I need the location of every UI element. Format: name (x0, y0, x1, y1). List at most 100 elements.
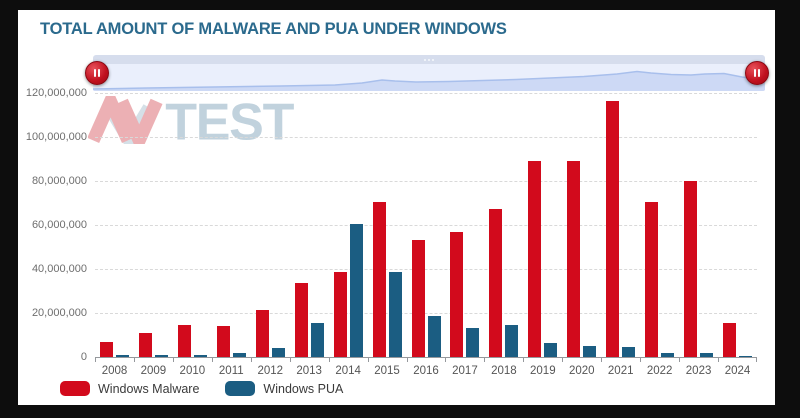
bar-pua-2018[interactable] (505, 325, 518, 357)
bar-pua-2023[interactable] (700, 352, 713, 357)
bar-malware-2013[interactable] (295, 283, 308, 357)
x-tick-label: 2010 (179, 365, 206, 377)
bar-pua-2011[interactable] (233, 353, 246, 357)
bar-pua-2017[interactable] (466, 328, 479, 357)
bar-malware-2016[interactable] (412, 240, 425, 357)
bar-malware-2022[interactable] (645, 201, 658, 357)
bar-malware-2009[interactable] (139, 332, 152, 357)
x-tick-label: 2015 (374, 365, 400, 377)
malware-swatch (60, 381, 90, 396)
bar-malware-2010[interactable] (178, 325, 191, 357)
bar-malware-2019[interactable] (528, 161, 541, 357)
axis-tick (523, 357, 524, 362)
range-handle-left[interactable] (85, 61, 109, 85)
bar-pua-2009[interactable] (155, 354, 168, 357)
x-axis: 2008 2009 2010 2011 2012 2013 2014 2015 2016 2017… (95, 357, 757, 385)
bar-malware-2024[interactable] (723, 322, 736, 357)
axis-tick (134, 357, 135, 362)
bar-pua-2014[interactable] (350, 223, 363, 357)
x-tick-label: 2017 (452, 365, 478, 377)
bar-malware-2020[interactable] (567, 161, 580, 357)
bar-pua-2013[interactable] (311, 322, 324, 357)
x-tick-label: 2013 (296, 365, 322, 377)
axis-tick (251, 357, 252, 362)
x-tick-label: 2011 (218, 365, 244, 377)
navigator-area-chart (93, 64, 765, 91)
y-tick-label: 20,000,000 (31, 306, 87, 319)
gridline (95, 181, 757, 182)
bar-malware-2008[interactable] (100, 341, 113, 357)
x-tick-label: 2014 (335, 365, 361, 377)
bar-malware-2021[interactable] (606, 100, 619, 357)
axis-tick (212, 357, 213, 362)
axis-tick (756, 357, 757, 362)
x-tick-label: 2019 (530, 365, 556, 377)
legend-label-malware: Windows Malware (98, 381, 200, 396)
bar-pua-2024[interactable] (739, 355, 752, 357)
gridline (95, 137, 757, 138)
avtest-watermark-logo: TEST (88, 96, 296, 144)
bar-pua-2020[interactable] (583, 346, 596, 357)
bar-malware-2014[interactable] (334, 272, 347, 357)
bar-malware-2018[interactable] (489, 208, 502, 357)
bar-pua-2021[interactable] (622, 347, 635, 357)
bar-pua-2008[interactable] (116, 354, 129, 357)
navigator-preview-chart (93, 64, 765, 91)
legend-item-pua[interactable]: Windows PUA (225, 381, 343, 396)
axis-tick (368, 357, 369, 362)
x-tick-label: 2009 (140, 365, 167, 377)
y-tick-label: 0 (80, 350, 87, 363)
axis-tick (290, 357, 291, 362)
axis-tick (407, 357, 408, 362)
pause-icon (753, 69, 761, 77)
bar-pua-2019[interactable] (544, 342, 557, 357)
bar-malware-2015[interactable] (373, 201, 386, 357)
bar-malware-2012[interactable] (256, 309, 269, 357)
timeline-range-slider[interactable] (85, 55, 769, 91)
y-tick-label: 40,000,000 (31, 262, 87, 275)
x-tick-label: 2024 (724, 365, 751, 377)
bar-pua-2022[interactable] (661, 352, 674, 357)
x-tick-label: 2020 (568, 365, 595, 377)
y-tick-label: 120,000,000 (25, 86, 87, 99)
navigator-scrollbar[interactable] (93, 55, 765, 64)
axis-tick (679, 357, 680, 362)
x-tick-label: 2022 (646, 365, 673, 377)
axis-tick (484, 357, 485, 362)
x-tick-label: 2021 (607, 365, 634, 377)
x-tick-label: 2016 (413, 365, 439, 377)
plot-area (95, 93, 757, 358)
legend-item-malware[interactable]: Windows Malware (60, 381, 199, 396)
legend-label-pua: Windows PUA (263, 381, 344, 396)
bar-pua-2012[interactable] (272, 348, 285, 357)
axis-tick (445, 357, 446, 362)
x-tick-label: 2008 (101, 365, 128, 377)
axis-tick (329, 357, 330, 362)
x-tick-label: 2012 (257, 365, 284, 377)
scrollbar-grip-icon (424, 58, 434, 61)
bar-malware-2023[interactable] (684, 181, 697, 357)
range-handle-right[interactable] (745, 61, 769, 85)
axis-tick (95, 357, 96, 362)
bar-malware-2011[interactable] (217, 326, 230, 357)
x-tick-label: 2018 (491, 365, 517, 377)
pause-icon (93, 69, 101, 77)
axis-tick (601, 357, 602, 362)
y-tick-label: 60,000,000 (31, 218, 87, 231)
axis-tick (718, 357, 719, 362)
y-tick-label: 80,000,000 (31, 174, 87, 187)
bar-pua-2016[interactable] (428, 316, 441, 357)
axis-tick (173, 357, 174, 362)
axis-tick (562, 357, 563, 362)
chart-card: TOTAL AMOUNT OF MALWARE AND PUA UNDER WI… (18, 10, 775, 405)
legend: Windows Malware Windows PUA (60, 381, 343, 396)
gridline (95, 313, 757, 314)
gridline (95, 225, 757, 226)
bar-pua-2010[interactable] (194, 354, 207, 357)
pua-swatch (225, 381, 256, 396)
axis-tick (640, 357, 641, 362)
svg-text:TEST: TEST (165, 96, 294, 144)
bar-pua-2015[interactable] (389, 272, 402, 357)
bar-malware-2017[interactable] (450, 231, 463, 357)
